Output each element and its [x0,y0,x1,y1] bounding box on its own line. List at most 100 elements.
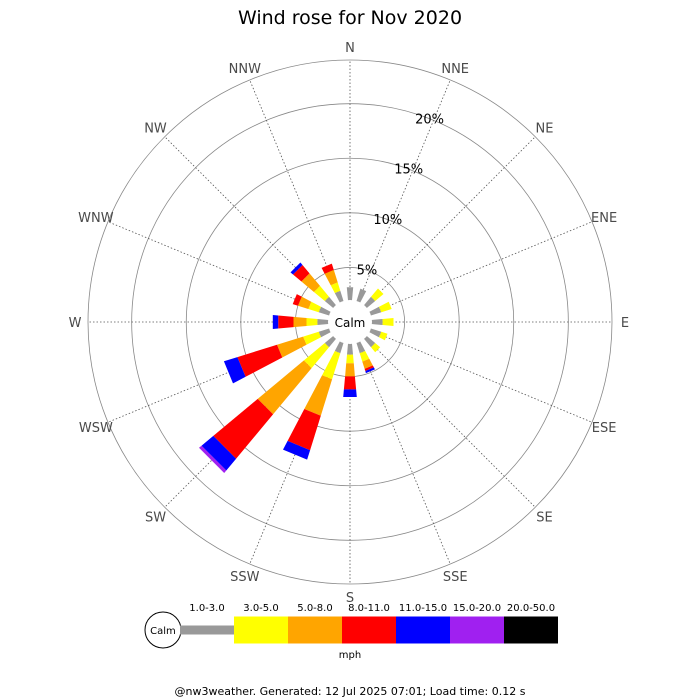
legend-label-4: 8.0-11.0 [348,603,390,614]
direction-labels: N NNE NE ENE E ESE SE SSE S SSW SW WSW W WNW NW NNW 5% 10… [69,41,630,606]
legend-swatch-3 [288,616,342,644]
ring-label-4: 20% [415,112,444,127]
calm-center: Calm [328,300,372,344]
direction-label-e: E [621,316,629,331]
spoke-wsw [107,321,351,423]
spoke-ese [349,321,593,423]
spoke-nne [349,79,451,323]
wind-petals [199,262,394,473]
petal-ssw-bin-4 [287,409,321,451]
petal-nw-bin-4 [293,265,310,282]
petal-sw-bin-2 [303,343,329,369]
petal-w-bin-5 [272,315,279,329]
petal-s-bin-2 [346,354,354,364]
direction-label-sw: SW [145,511,166,526]
direction-label-se: SE [536,511,552,526]
ring-label-3: 15% [394,163,423,178]
direction-label-w: W [69,316,82,331]
spoke-se [349,321,536,508]
chart-title: Wind rose for Nov 2020 [238,7,462,29]
polar-grid [87,59,613,585]
direction-label-s: S [346,591,354,606]
calm-circle [328,300,372,344]
footer-text: @nw3weather. Generated: 12 Jul 2025 07:0… [175,685,526,698]
spoke-sse [349,321,451,565]
petal-ssw-bin-2 [322,351,341,380]
petal-sw-bin-5 [201,435,237,471]
petal-ssw-bin-3 [304,375,333,416]
petal-wsw-bin-5 [223,357,246,384]
petal-nw-bin-5 [290,262,303,275]
direction-label-nw: NW [144,122,167,137]
spoke-nw [164,136,351,323]
spoke-sw [164,321,351,508]
petal-sw-bin-4 [213,398,274,459]
petal-wsw-bin-2 [303,331,321,345]
direction-label-n: N [345,41,355,56]
direction-label-ssw: SSW [230,570,260,585]
direction-label-ene: ENE [591,211,617,226]
petal-ene-bin-2 [379,301,392,313]
petal-wsw-bin-3 [277,336,307,358]
ring-label-2: 10% [373,213,402,228]
petal-sse-bin-2 [359,351,370,362]
petal-sw-bin-3 [257,360,312,415]
petal-w-bin-2 [306,318,318,326]
legend-unit: mph [339,650,361,661]
petal-nnw-bin-3 [324,269,338,286]
petal-wsw-bin-4 [237,344,283,377]
legend-calm-label: Calm [150,626,176,637]
spoke-ene [349,221,593,323]
direction-label-wnw: WNW [78,211,114,226]
petal-ne-bin-2 [371,288,384,301]
legend-swatch-7 [504,616,558,644]
petal-nnw-bin-4 [321,263,334,274]
legend-label-3: 5.0-8.0 [297,603,332,614]
petal-w-bin-3 [293,316,307,328]
petal-s-bin-5 [343,389,357,397]
petal-w-bin-4 [278,315,294,329]
petal-se-bin-2 [371,343,381,353]
petal-ssw-bin-5 [283,440,311,460]
petal-nnw-bin-2 [330,282,341,293]
legend-swatch-1 [180,625,234,635]
petal-sw-bin-6 [199,445,227,473]
spoke-ne [349,136,536,323]
petal-wnw-bin-3 [297,296,312,309]
outer-ring [87,59,613,585]
direction-label-nnw: NNW [229,62,261,77]
petal-nw-bin-3 [301,273,320,292]
direction-label-sse: SSE [443,570,468,585]
petal-wnw-bin-2 [308,301,321,313]
petal-sse-bin-4 [364,365,374,371]
legend-swatch-5 [396,616,450,644]
legend: Calm mph 1.0-3.0 3.0-5.0 5.0-8.0 8.0-11.0 11… [144,603,558,661]
legend-swatch-2 [234,616,288,644]
petal-s-bin-3 [345,363,355,377]
direction-label-ne: NE [536,122,554,137]
petal-s-bin-4 [343,376,357,390]
petal-ese-bin-2 [379,331,388,341]
legend-label-2: 3.0-5.0 [243,603,278,614]
legend-label-7: 20.0-50.0 [507,603,555,614]
ring-3 [185,157,515,487]
legend-swatch-6 [450,616,504,644]
legend-swatch-4 [342,616,396,644]
legend-label-5: 11.0-15.0 [399,603,447,614]
petal-sse-bin-5 [365,367,375,374]
ring-label-1: 5% [357,264,378,279]
direction-label-wsw: WSW [79,421,113,436]
spoke-ssw [249,321,351,565]
legend-label-1: 1.0-3.0 [189,603,224,614]
direction-label-ese: ESE [592,421,617,436]
petal-e-bin-2 [382,318,394,326]
petal-nw-bin-2 [313,285,329,301]
spoke-nnw [249,79,351,323]
calm-label: Calm [335,316,366,330]
petal-sse-bin-3 [362,358,373,369]
legend-label-6: 15.0-20.0 [453,603,501,614]
direction-label-nne: NNE [441,62,469,77]
spoke-wnw [107,221,351,323]
